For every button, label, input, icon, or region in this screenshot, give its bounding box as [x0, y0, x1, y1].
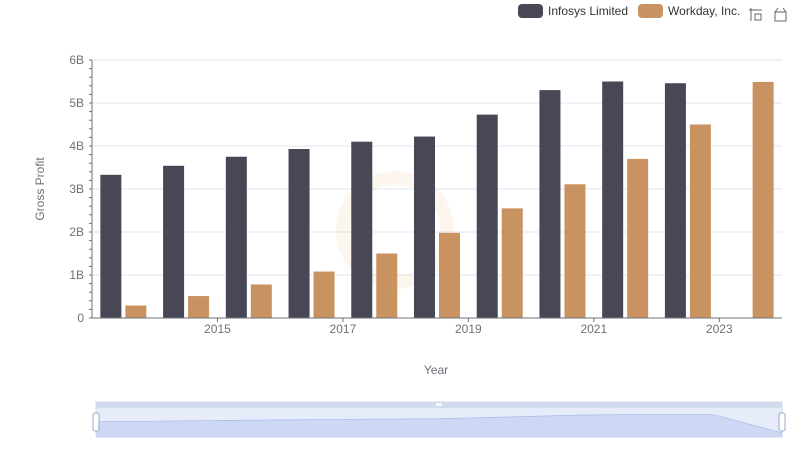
- y-tick-label: 1B: [69, 268, 84, 282]
- y-axis-title: Gross Profit: [33, 157, 47, 221]
- y-tick-label: 6B: [69, 53, 84, 67]
- bar-workday-2021[interactable]: [564, 184, 586, 318]
- y-tick-label: 2B: [69, 225, 84, 239]
- legend-label-infosys: Infosys Limited: [548, 4, 629, 18]
- bar-infosys-2021[interactable]: [539, 90, 561, 318]
- bar-infosys-2014[interactable]: [100, 174, 122, 318]
- bar-workday-2023[interactable]: [689, 124, 711, 319]
- toolbox: [748, 7, 788, 22]
- x-tick-label: 2017: [330, 322, 357, 336]
- legend-label-workday: Workday, Inc.: [668, 4, 741, 18]
- bar-infosys-2019[interactable]: [414, 136, 435, 318]
- bar-workday-2020[interactable]: [501, 208, 523, 318]
- bar-workday-2017[interactable]: [313, 271, 335, 318]
- bar-infosys-2023[interactable]: [664, 83, 686, 318]
- x-tick-label: 2023: [706, 322, 733, 336]
- axes: 0 1B 2B 3B 4B 5B 6B 2015 2017 2019 2021 2023: [69, 53, 782, 336]
- datazoom-slider[interactable]: [92, 401, 786, 438]
- bar-infosys-2022[interactable]: [602, 81, 624, 319]
- bars: [100, 81, 774, 319]
- x-tick-label: 2021: [580, 322, 607, 336]
- bar-infosys-2015[interactable]: [163, 165, 185, 318]
- x-tick-label: 2019: [455, 322, 482, 336]
- legend: Infosys Limited Workday, Inc.: [518, 4, 750, 18]
- bar-workday-2014[interactable]: [125, 305, 147, 318]
- legend-item-workday[interactable]: Workday, Inc.: [638, 4, 740, 18]
- datazoom-selected-window: [96, 408, 782, 437]
- zoom-icon[interactable]: [748, 7, 763, 22]
- y-tick-label: 5B: [69, 96, 84, 110]
- bar-workday-2024[interactable]: [752, 81, 774, 319]
- restore-icon[interactable]: [773, 7, 788, 22]
- bar-workday-2022[interactable]: [627, 158, 649, 318]
- bar-workday-2015[interactable]: [188, 296, 210, 318]
- y-tick-label: 3B: [69, 182, 84, 196]
- bar-workday-2016[interactable]: [250, 284, 272, 318]
- bar-workday-2018[interactable]: [376, 253, 398, 319]
- datazoom-move-grip: [436, 403, 442, 406]
- legend-swatch-infosys: [518, 4, 543, 18]
- x-axis-title: Year: [424, 363, 448, 377]
- bar-infosys-2020[interactable]: [476, 114, 498, 318]
- datazoom-shadow-line: [95, 414, 783, 434]
- legend-item-infosys[interactable]: Infosys Limited: [518, 4, 628, 18]
- bar-infosys-2016[interactable]: [225, 156, 247, 318]
- bar-workday-2019[interactable]: [439, 232, 460, 318]
- y-tick-label: 4B: [69, 139, 84, 153]
- datazoom-right-handle[interactable]: [778, 412, 786, 432]
- x-tick-label: 2015: [204, 322, 231, 336]
- datazoom-left-handle[interactable]: [92, 412, 100, 432]
- bar-infosys-2017[interactable]: [288, 149, 310, 318]
- y-tick-label: 0: [77, 311, 84, 325]
- bar-infosys-2018[interactable]: [351, 141, 373, 318]
- legend-swatch-workday: [638, 4, 664, 18]
